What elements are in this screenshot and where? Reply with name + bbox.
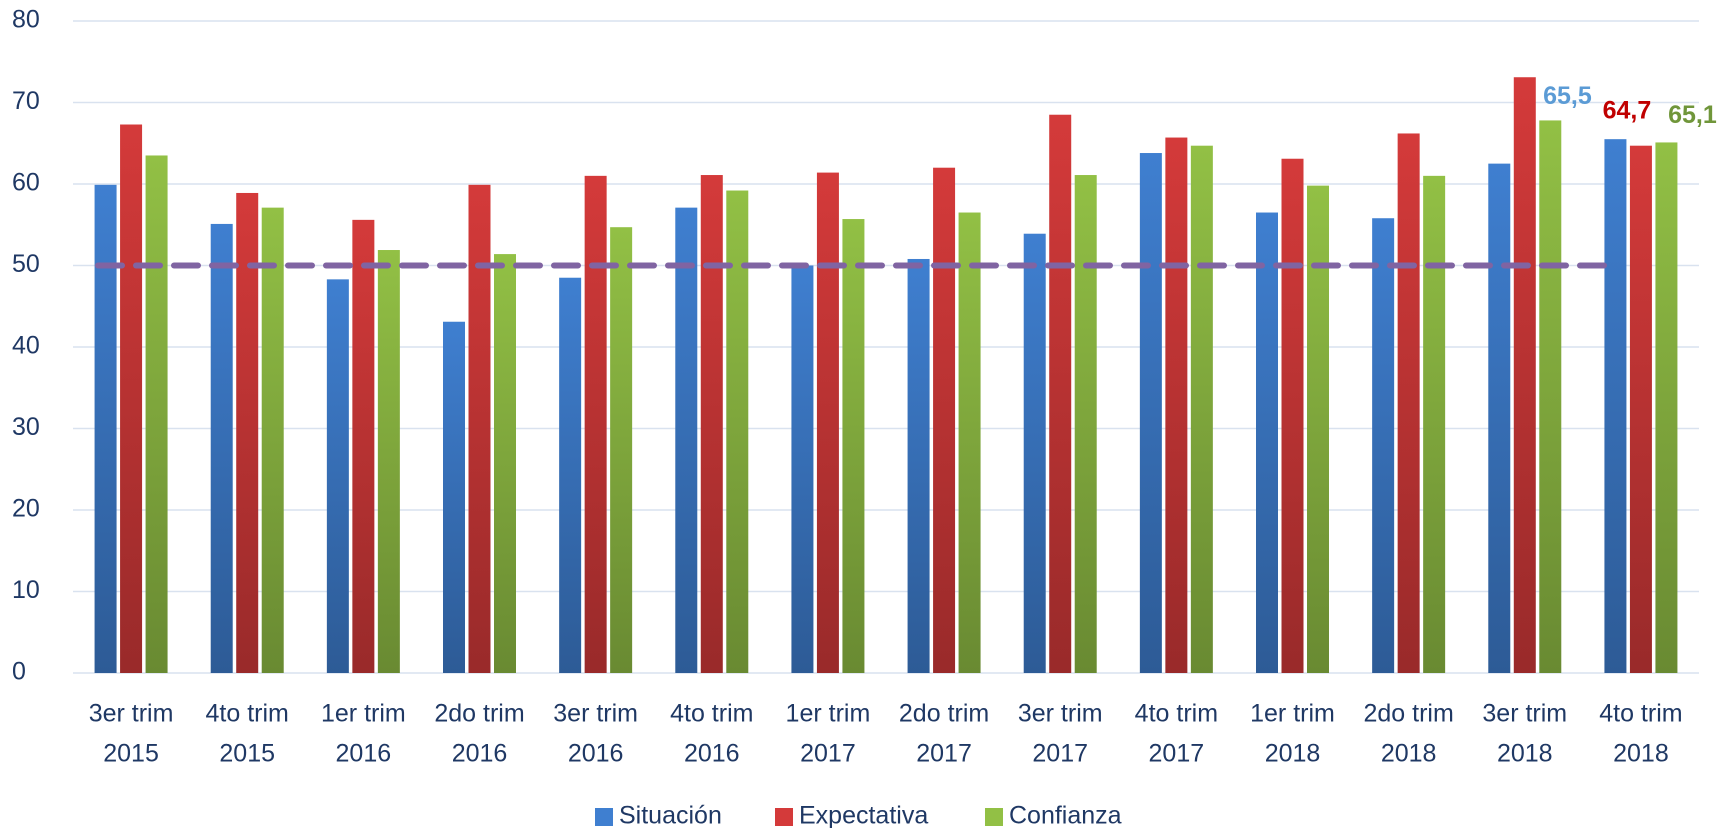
bar [261,207,284,673]
bar [700,175,723,673]
bar [377,250,400,673]
bar [468,184,491,673]
x-tick-label: 2018 [1613,740,1669,768]
data-label: 65,1 [1668,101,1717,129]
y-tick-label: 20 [12,495,40,523]
bar [610,227,633,673]
bar [1190,145,1213,673]
bar [145,155,168,674]
legend-label: Situación [619,802,722,828]
bar [1423,175,1446,673]
x-tick-label: 2017 [800,740,856,768]
y-tick-label: 10 [12,576,40,604]
bar [1629,145,1652,673]
x-tick-label: 2do trim [899,700,989,728]
x-tick-label: 2018 [1497,740,1553,768]
x-tick-label: 2018 [1381,740,1437,768]
bar [791,265,814,673]
bar [210,223,233,673]
data-label: 65,5 [1543,82,1592,110]
y-tick-label: 60 [12,169,40,197]
bar [1397,133,1420,674]
bar [1539,120,1562,674]
y-tick-label: 80 [12,6,40,34]
x-tick-label: 3er trim [1482,700,1567,728]
bar [1139,153,1162,673]
x-tick-label: 2016 [684,740,740,768]
x-tick-label: 4to trim [1135,700,1218,728]
bar [236,192,259,673]
y-tick-label: 0 [12,658,26,686]
x-tick-label: 1er trim [1250,700,1335,728]
x-tick-label: 3er trim [89,700,174,728]
bar [1049,114,1072,674]
legend-label: Expectativa [799,802,928,828]
legend-swatch [985,808,1003,826]
bar [1256,212,1278,673]
x-tick-label: 2017 [916,740,972,768]
bar [907,258,930,673]
bar [933,167,956,673]
x-tick-label: 1er trim [786,700,871,728]
x-tick-label: 3er trim [553,700,638,728]
data-label: 64,7 [1603,96,1652,124]
bar [842,219,865,674]
bar [1655,142,1678,673]
x-tick-label: 2016 [452,740,508,768]
bar [120,124,143,673]
bar [326,279,349,673]
legend-label: Confianza [1009,802,1122,828]
y-tick-label: 40 [12,332,40,360]
x-tick-label: 2018 [1265,740,1321,768]
x-tick-label: 2016 [568,740,624,768]
bar [958,212,981,673]
y-tick-label: 50 [12,250,40,278]
legend-swatch [595,808,613,826]
x-tick-label: 2016 [336,740,392,768]
x-tick-label: 2017 [1032,740,1088,768]
bar [94,184,117,673]
bar [675,207,698,673]
x-tick-label: 2015 [219,740,275,768]
bar [816,172,839,673]
bar [1165,137,1188,674]
bar [1307,185,1329,673]
bar [1281,158,1304,674]
bar [1372,218,1395,674]
x-tick-label: 2017 [1149,740,1205,768]
y-tick-label: 30 [12,413,40,441]
x-tick-label: 2015 [103,740,159,768]
bar [352,219,375,674]
bar [494,254,516,673]
bar [726,190,749,673]
x-tick-label: 2do trim [1363,700,1453,728]
x-tick-label: 4to trim [206,700,289,728]
y-tick-label: 70 [12,87,40,115]
bar [1023,233,1046,673]
bar [1513,77,1536,674]
bar [1488,163,1511,673]
bar [1604,139,1627,674]
bar [584,175,607,673]
x-tick-label: 4to trim [1599,700,1682,728]
bar [1074,175,1097,673]
x-tick-label: 4to trim [670,700,753,728]
legend-swatch [775,808,793,826]
bar [559,277,582,673]
bar [443,321,465,673]
x-tick-label: 3er trim [1018,700,1103,728]
x-tick-label: 2do trim [434,700,524,728]
x-tick-label: 1er trim [321,700,406,728]
